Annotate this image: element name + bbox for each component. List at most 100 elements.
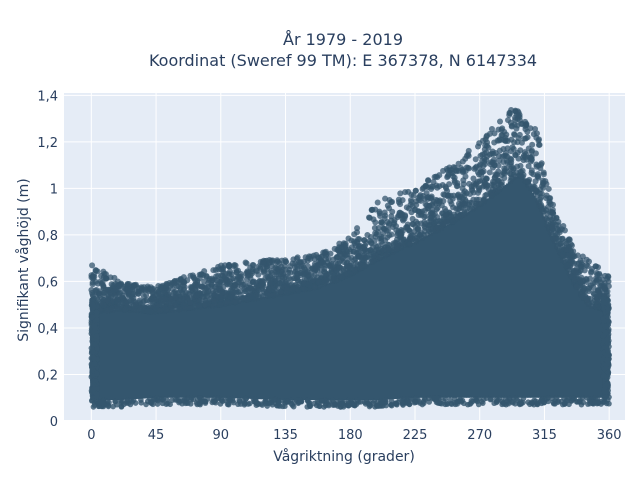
data-point bbox=[491, 139, 498, 146]
data-point-cluster bbox=[389, 252, 392, 400]
data-point bbox=[259, 293, 266, 300]
data-point bbox=[358, 262, 365, 269]
data-point bbox=[425, 177, 432, 184]
data-point bbox=[144, 308, 151, 315]
data-point bbox=[177, 296, 184, 303]
data-point bbox=[126, 280, 133, 287]
data-point-cluster bbox=[256, 298, 259, 400]
data-point-cluster bbox=[574, 286, 578, 398]
data-point-cluster bbox=[443, 226, 447, 398]
data-point-cluster bbox=[168, 310, 171, 398]
data-point-cluster bbox=[547, 228, 551, 398]
data-point bbox=[605, 314, 611, 320]
data-point-cluster bbox=[446, 224, 450, 398]
data-point bbox=[508, 156, 515, 163]
data-point bbox=[363, 248, 370, 255]
data-point-cluster bbox=[424, 236, 427, 398]
data-point bbox=[404, 224, 411, 231]
data-point bbox=[406, 241, 413, 248]
data-point-cluster bbox=[379, 257, 383, 400]
data-point-cluster bbox=[392, 251, 395, 400]
data-point bbox=[420, 398, 427, 405]
data-point bbox=[239, 295, 246, 302]
data-point bbox=[269, 285, 276, 292]
data-point-cluster bbox=[120, 309, 123, 400]
data-point-cluster bbox=[402, 247, 405, 399]
data-point bbox=[227, 294, 234, 301]
data-point-cluster bbox=[109, 310, 112, 401]
data-point-cluster bbox=[253, 298, 256, 399]
data-point bbox=[517, 162, 524, 169]
data-point bbox=[413, 235, 420, 242]
data-point bbox=[381, 209, 388, 216]
data-point bbox=[588, 269, 595, 276]
data-point bbox=[472, 164, 479, 171]
data-point bbox=[565, 395, 572, 401]
data-point bbox=[555, 222, 562, 229]
x-tick-label: 225 bbox=[403, 428, 428, 443]
data-point bbox=[241, 288, 248, 295]
data-point bbox=[497, 118, 504, 125]
data-point bbox=[476, 396, 482, 402]
data-point bbox=[172, 397, 179, 403]
data-point bbox=[569, 251, 576, 258]
data-point-cluster bbox=[554, 242, 557, 398]
data-point bbox=[455, 213, 462, 220]
data-point bbox=[91, 356, 98, 362]
data-point bbox=[352, 242, 359, 249]
data-point-cluster bbox=[181, 308, 184, 398]
data-point-cluster bbox=[342, 276, 346, 401]
data-point-cluster bbox=[347, 274, 351, 401]
data-point bbox=[362, 254, 369, 261]
data-point bbox=[544, 222, 551, 229]
data-point-cluster bbox=[211, 305, 215, 398]
data-point bbox=[496, 147, 503, 154]
data-point-cluster bbox=[248, 299, 251, 399]
data-point bbox=[482, 192, 489, 199]
data-point-cluster bbox=[534, 198, 538, 398]
data-point-cluster bbox=[122, 309, 125, 400]
data-point-cluster bbox=[552, 239, 555, 398]
data-point bbox=[395, 399, 401, 406]
data-point bbox=[409, 203, 416, 210]
data-point-cluster bbox=[573, 283, 576, 398]
data-point-cluster bbox=[509, 180, 512, 398]
data-point bbox=[301, 275, 308, 282]
data-point bbox=[304, 269, 311, 276]
data-point bbox=[327, 261, 334, 268]
data-point bbox=[351, 231, 358, 238]
data-point-cluster bbox=[184, 308, 187, 398]
data-point-cluster bbox=[536, 201, 539, 398]
data-point bbox=[148, 400, 155, 407]
data-point bbox=[380, 247, 387, 254]
data-point-cluster bbox=[192, 307, 195, 398]
data-point bbox=[443, 218, 450, 225]
data-point-cluster bbox=[450, 223, 453, 398]
data-point bbox=[518, 173, 525, 180]
data-point bbox=[281, 274, 288, 281]
data-point-cluster bbox=[419, 238, 423, 398]
data-point bbox=[368, 240, 375, 247]
data-point bbox=[412, 187, 419, 194]
data-point bbox=[594, 400, 600, 407]
data-point bbox=[124, 397, 131, 404]
data-point bbox=[91, 399, 98, 406]
data-point bbox=[253, 282, 260, 289]
data-point-cluster bbox=[176, 309, 179, 398]
data-point-cluster bbox=[533, 195, 536, 398]
data-point bbox=[499, 125, 506, 132]
data-point-cluster bbox=[451, 221, 455, 398]
data-point bbox=[161, 295, 168, 302]
data-point-cluster bbox=[558, 253, 562, 398]
data-point-cluster bbox=[560, 256, 563, 398]
data-point bbox=[560, 223, 567, 230]
data-point bbox=[89, 262, 96, 269]
data-point bbox=[528, 167, 535, 174]
data-point bbox=[409, 221, 416, 228]
data-point-cluster bbox=[434, 231, 437, 398]
data-point-cluster bbox=[371, 261, 375, 401]
data-point-cluster bbox=[414, 241, 418, 398]
chart-title-line-1: År 1979 - 2019 bbox=[283, 30, 403, 49]
data-point bbox=[588, 299, 595, 306]
data-point bbox=[397, 190, 404, 197]
